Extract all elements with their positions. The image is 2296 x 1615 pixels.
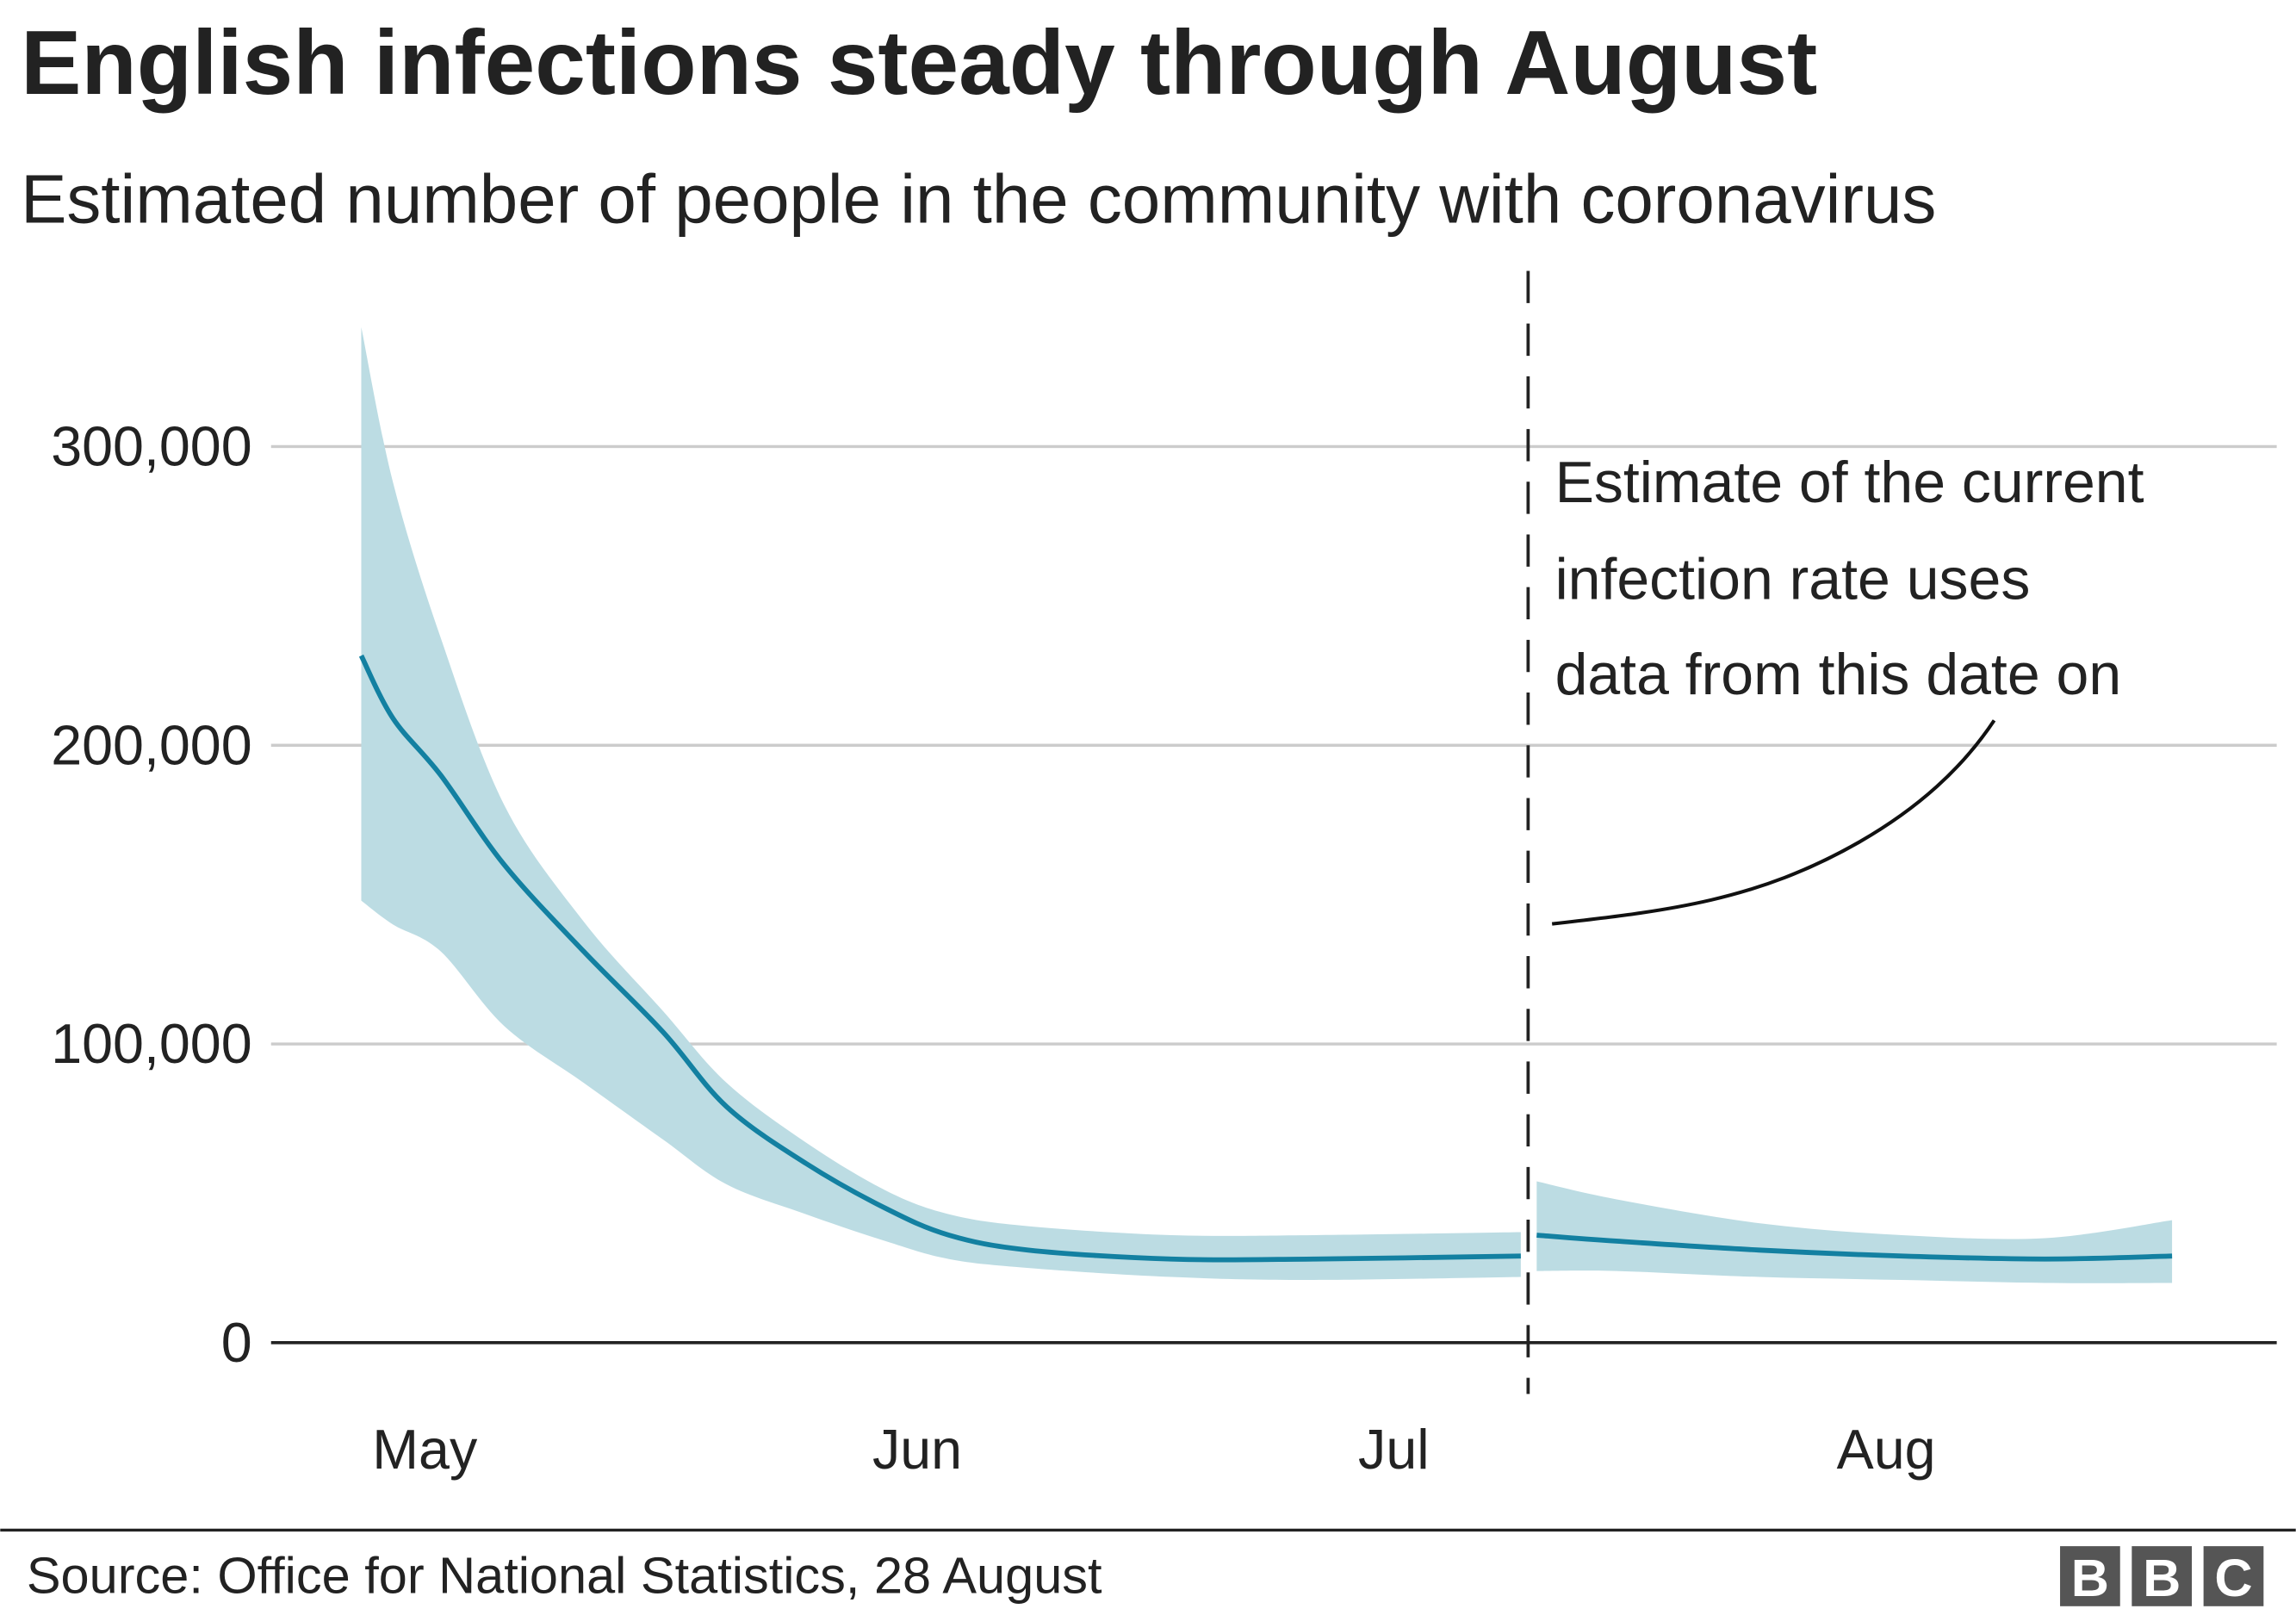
y-tick-label: 200,000	[51, 714, 251, 776]
confidence-band	[361, 326, 1521, 1280]
svg-text:B: B	[2143, 1549, 2181, 1607]
x-tick-label: Jul	[1358, 1419, 1430, 1481]
y-tick-label: 100,000	[51, 1013, 251, 1075]
series	[270, 326, 2277, 1345]
x-tick-label: Aug	[1837, 1419, 1936, 1481]
x-axis: May Jun Jul Aug	[372, 1419, 1935, 1481]
annotation-pointer	[1551, 719, 1996, 926]
y-axis: 0 100,000 200,000 300,000	[51, 416, 251, 1374]
y-tick-label: 0	[221, 1312, 252, 1374]
chart-title: English infections steady through August	[21, 13, 1817, 114]
annotation-line-2: infection rate uses	[1555, 546, 2031, 612]
estimate-line	[1536, 1233, 2173, 1262]
x-tick-label: May	[372, 1419, 478, 1481]
estimate-line	[358, 654, 1521, 1263]
bbc-logo: B B C	[2060, 1546, 2264, 1607]
svg-text:C: C	[2214, 1549, 2252, 1607]
annotation-text: Estimate of the current infection rate u…	[1555, 450, 2144, 707]
y-tick-label: 300,000	[51, 416, 251, 478]
annotation-line-3: data from this date on	[1555, 642, 2122, 707]
chart-subtitle: Estimated number of people in the commun…	[21, 160, 1936, 237]
source-note: Source: Office for National Statistics, …	[27, 1547, 1102, 1605]
svg-text:B: B	[2071, 1549, 2109, 1607]
annotation-line-1: Estimate of the current	[1555, 450, 2144, 515]
confidence-band	[1536, 1181, 2173, 1283]
x-tick-label: Jun	[872, 1419, 962, 1481]
